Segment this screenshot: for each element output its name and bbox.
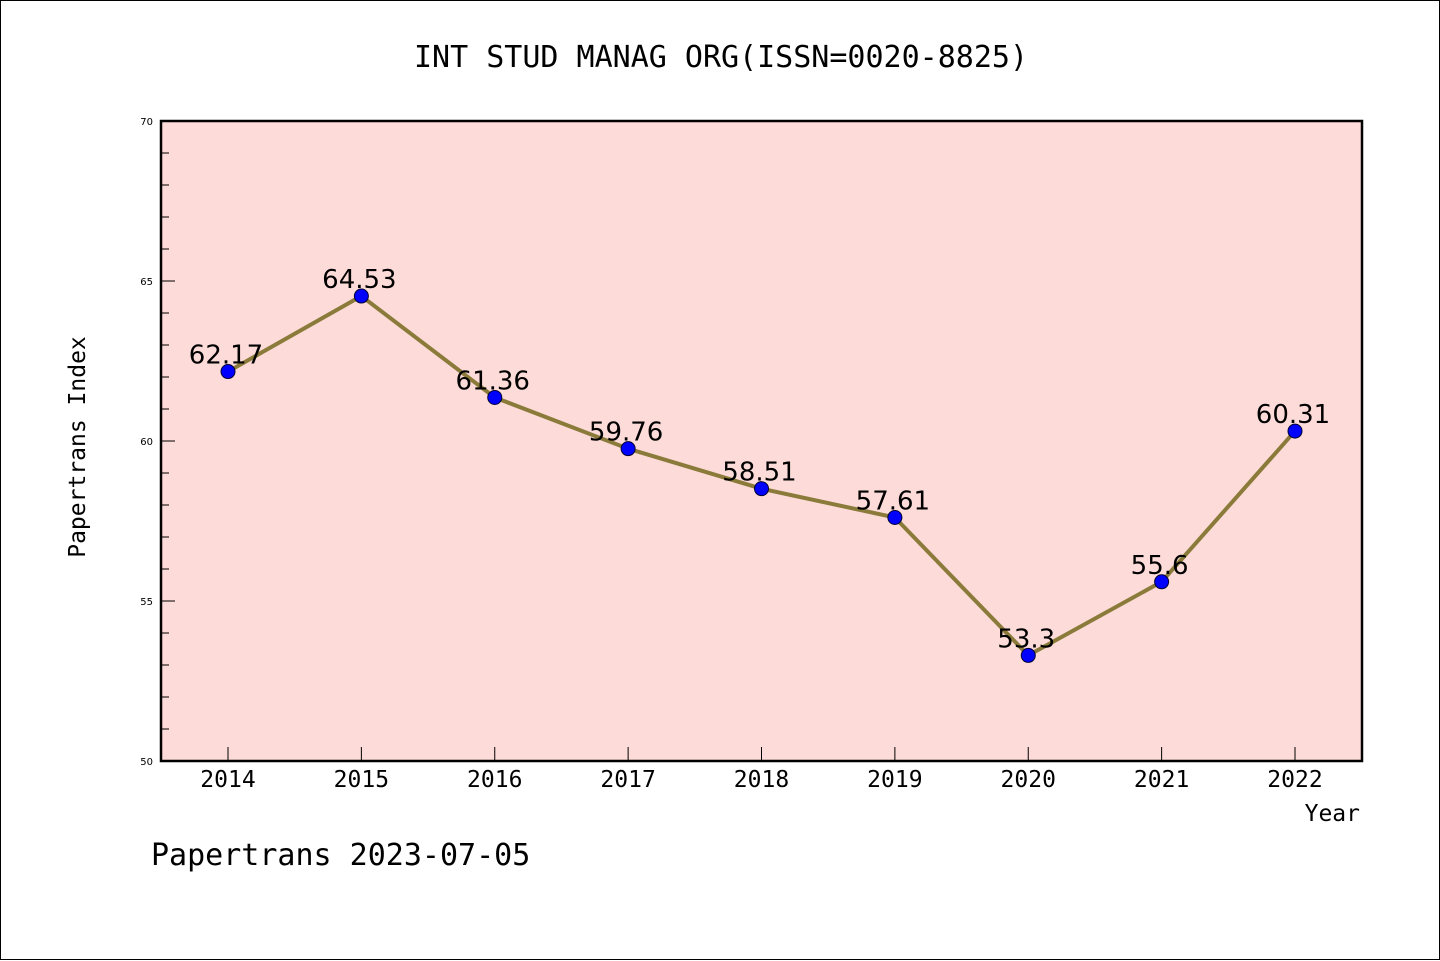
data-point-marker [620,441,636,457]
x-tick-label: 2017 [600,767,655,793]
series-line-group [220,288,1303,663]
x-tick-label: 2016 [467,767,522,793]
data-value-label: 59.76 [589,418,663,448]
data-point-marker [353,288,369,304]
data-value-label: 61.36 [456,366,530,396]
y-tick-label: 70 [140,117,153,128]
y-tick-label: 60 [140,437,153,448]
y-minor-ticks [161,152,169,730]
data-point-marker [887,509,903,525]
data-value-label: 62.17 [189,341,263,371]
x-tick-label: 2020 [1001,767,1056,793]
data-value-label: 53.3 [997,624,1055,654]
y-tick-label: 65 [140,277,153,288]
data-point-marker [1020,647,1036,663]
footer-credit: Papertrans 2023-07-05 [151,838,530,873]
y-axis-label: Papertrans Index [65,336,91,558]
data-value-label: 60.31 [1256,400,1330,430]
value-labels: 62.17 64.53 61.36 59.76 58.51 57.61 53.3 55.6 60… [189,265,1330,654]
x-tick-label: 2014 [200,767,255,793]
y-tick-label: 55 [140,597,153,608]
x-tick-label: 2015 [334,767,389,793]
x-tick-label: 2021 [1134,767,1189,793]
data-point-marker [1287,423,1303,439]
plot-background [161,121,1362,761]
data-point-marker [487,389,503,405]
data-value-label: 64.53 [322,265,396,295]
data-value-label: 57.61 [856,486,930,516]
data-point-marker [220,364,236,380]
x-tick-label: 2022 [1267,767,1322,793]
y-tick-label: 50 [140,757,153,768]
y-axis-ticks: 50 55 60 65 70 [140,117,175,768]
x-tick-label: 2018 [734,767,789,793]
data-value-label: 58.51 [722,458,796,488]
x-tick-label: 2019 [867,767,922,793]
data-point-marker [1154,574,1170,590]
data-point-marker [754,481,769,497]
x-axis-label: Year [1305,801,1360,827]
data-value-label: 55.6 [1131,551,1189,581]
chart-title: INT STUD MANAG ORG(ISSN=0020-8825) [414,40,1028,75]
x-axis-ticks: 2014 2015 2016 2017 2018 2019 2020 2021 2022 [200,747,1323,793]
